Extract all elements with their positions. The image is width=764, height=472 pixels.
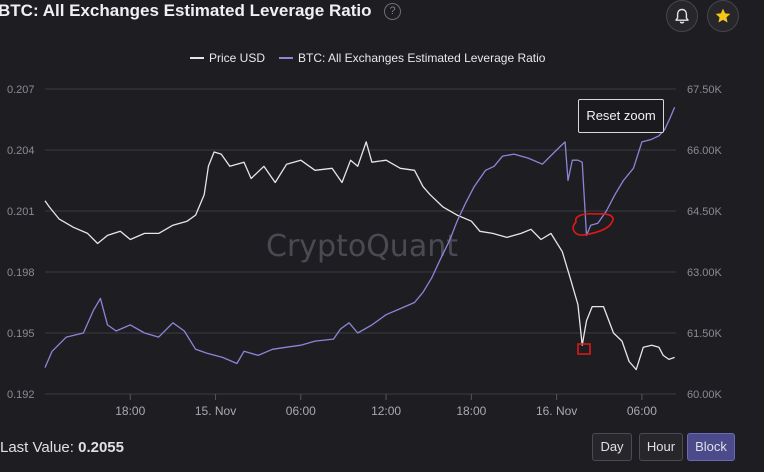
x-tick-label: 16. Nov xyxy=(536,404,577,418)
last-value-number: 0.2055 xyxy=(78,439,124,456)
annotations xyxy=(572,212,614,355)
y-right-tick-label: 66.00K xyxy=(687,145,723,157)
y-left-tick-label: 0.207 xyxy=(7,84,35,96)
annotation-circle-ratio xyxy=(572,212,614,236)
x-tick-label: 15. Nov xyxy=(195,404,236,418)
legend-price-label[interactable]: Price USD xyxy=(209,51,265,65)
x-tick-label: 06:00 xyxy=(627,404,657,418)
watermark: CryptoQuant xyxy=(266,229,458,264)
help-icon[interactable]: ? xyxy=(384,3,401,20)
y-right-tick-label: 64.50K xyxy=(687,206,723,218)
y-right-tick-label: 60.00K xyxy=(687,389,723,401)
annotation-box-price xyxy=(577,343,591,355)
block-button[interactable]: Block xyxy=(687,433,735,461)
reset-zoom-button[interactable]: Reset zoom xyxy=(578,99,664,133)
bell-button[interactable] xyxy=(666,0,698,32)
y-right-tick-label: 63.00K xyxy=(687,267,723,279)
chart-axes: 0.207 67.50K 0.204 66.00K 0.201 64.50K 0.198 63… xyxy=(7,84,723,418)
x-tick-label: 06:00 xyxy=(286,404,316,418)
leverage-chart: CryptoQuant Price USD BTC: All Exchanges… xyxy=(7,51,723,418)
x-tick-label: 18:00 xyxy=(115,404,145,418)
last-value: Last Value: 0.2055 xyxy=(0,439,124,456)
y-left-tick-label: 0.204 xyxy=(7,145,35,157)
chart-legend: Price USD BTC: All Exchanges Estimated L… xyxy=(190,51,546,65)
chart-grid xyxy=(45,88,676,395)
y-right-tick-label: 67.50K xyxy=(687,84,723,96)
y-left-tick-label: 0.201 xyxy=(7,206,35,218)
favorite-button[interactable] xyxy=(707,0,739,32)
leverage-ratio-line xyxy=(44,107,676,368)
price-usd-line xyxy=(44,141,675,371)
day-button[interactable]: Day xyxy=(592,433,632,461)
star-icon xyxy=(715,8,731,23)
y-left-tick-label: 0.192 xyxy=(7,389,35,401)
bell-icon xyxy=(675,8,689,23)
page-title: BTC: All Exchanges Estimated Leverage Ra… xyxy=(0,1,372,20)
last-value-label: Last Value: xyxy=(0,439,79,456)
y-left-tick-label: 0.195 xyxy=(7,328,35,340)
chart-series xyxy=(44,107,676,371)
x-tick-label: 18:00 xyxy=(456,404,486,418)
legend-ratio-label[interactable]: BTC: All Exchanges Estimated Leverage Ra… xyxy=(298,51,546,65)
y-left-tick-label: 0.198 xyxy=(7,267,35,279)
hour-button[interactable]: Hour xyxy=(639,433,683,461)
y-right-tick-label: 61.50K xyxy=(687,328,723,340)
x-tick-label: 12:00 xyxy=(371,404,401,418)
